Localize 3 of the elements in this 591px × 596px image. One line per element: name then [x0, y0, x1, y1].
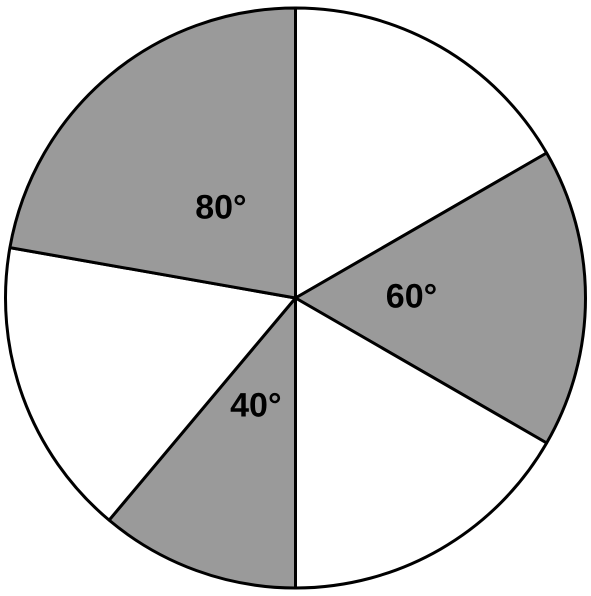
data-label: 80° — [195, 188, 247, 227]
data-label: 40° — [230, 386, 282, 424]
data-label: 60° — [386, 277, 438, 316]
